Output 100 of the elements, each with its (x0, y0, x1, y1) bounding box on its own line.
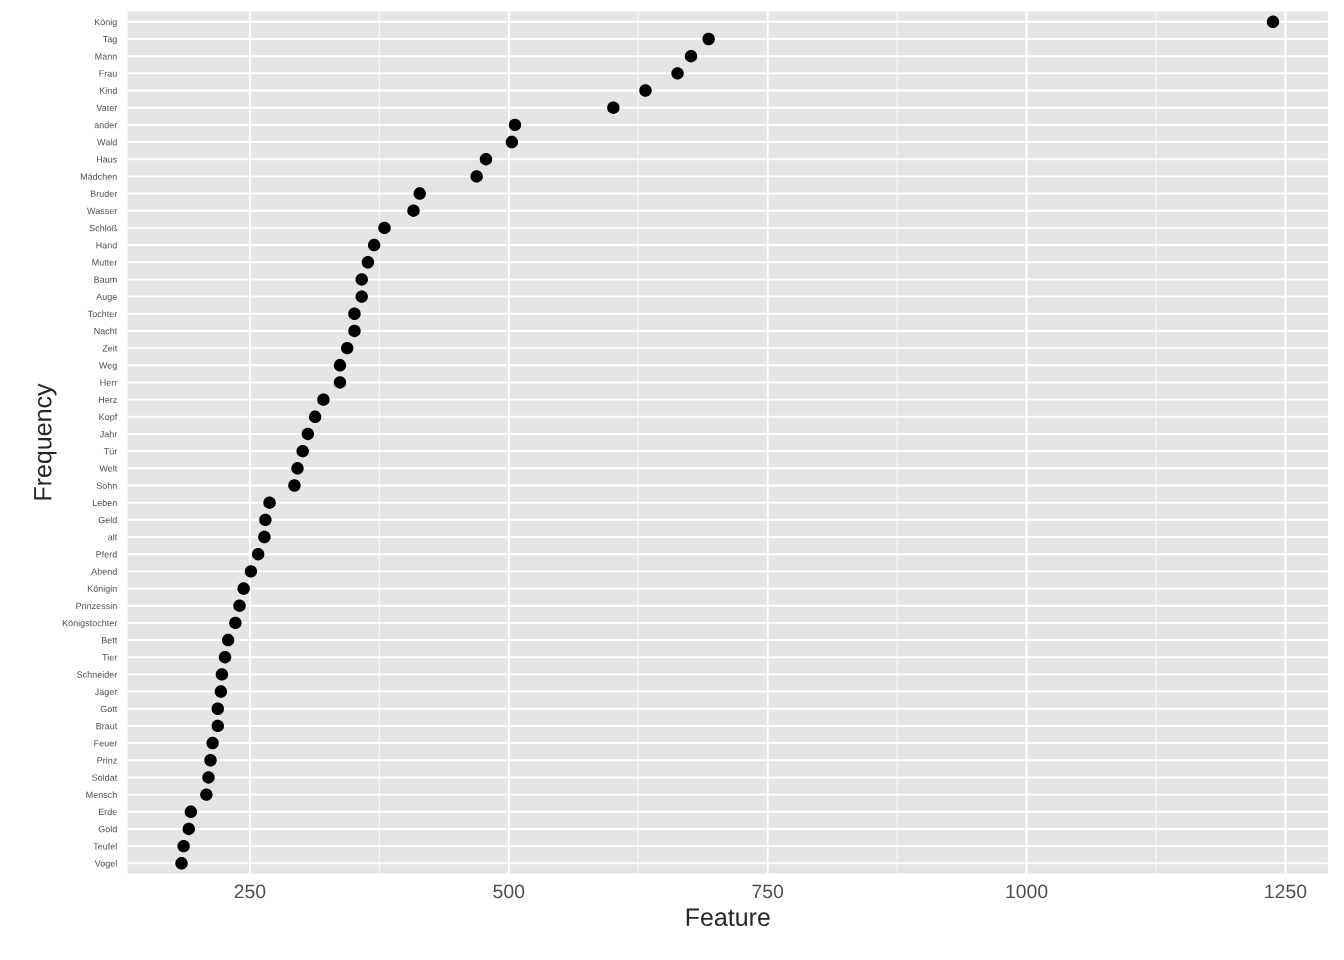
point (348, 307, 361, 320)
x-tick-label: 750 (752, 884, 784, 899)
y-tick-label: Tür (103, 448, 118, 455)
y-tick-label: Jahr (99, 430, 118, 438)
point (684, 49, 698, 63)
point (211, 719, 224, 733)
y-tick-label: Bett (101, 637, 118, 644)
y-tick-label: Schneider (77, 671, 118, 678)
point (288, 479, 301, 492)
point (508, 118, 522, 132)
y-tick-label: Auge (96, 293, 117, 302)
point (214, 685, 228, 698)
y-tick-label: Mann (95, 53, 117, 60)
y-tick-label: Tochter (87, 310, 118, 318)
y-tick-label: Herr (100, 379, 118, 386)
point (218, 651, 232, 664)
y-tick-label: Jäger (94, 688, 118, 697)
point (348, 324, 361, 338)
y-tick-label: Hand (96, 241, 117, 249)
y-tick-label: Soldat (92, 774, 118, 781)
y-tick-label: Tier (102, 653, 118, 661)
y-tick-label: König (94, 18, 117, 27)
y-tick-label: Feuer (94, 740, 118, 747)
x-axis-title: Feature (686, 908, 770, 927)
y-tick-label: Mutter (92, 259, 118, 266)
point (355, 290, 368, 303)
point (607, 101, 620, 114)
point (204, 754, 217, 767)
point (407, 204, 420, 217)
y-tick-label: Kind (99, 87, 117, 94)
point (702, 32, 715, 46)
y-tick-label: Gold (98, 825, 117, 833)
y-tick-label: Schloß (89, 224, 117, 232)
y-tick-label: Prinz (97, 756, 117, 764)
point (413, 187, 426, 200)
y-tick-label: Sohn (96, 482, 117, 489)
point (184, 805, 198, 818)
y-tick-label: Pferd (96, 550, 117, 558)
y-tick-label: Bruder (90, 190, 118, 197)
x-tick-label: 500 (493, 884, 525, 899)
y-tick-label: Vater (96, 104, 118, 112)
y-tick-label: Königin (87, 585, 117, 594)
point (671, 67, 684, 80)
point (177, 839, 190, 853)
y-axis-title: Frequency (34, 383, 57, 500)
point (291, 462, 304, 475)
y-tick-label: alt (108, 533, 118, 541)
y-tick-label: Prinzessin (76, 602, 117, 610)
point (355, 273, 368, 286)
y-tick-label: Haus (96, 156, 117, 163)
point (259, 513, 272, 527)
point (175, 857, 188, 870)
point (333, 376, 347, 389)
point (229, 616, 242, 630)
point (296, 444, 309, 458)
point (378, 221, 391, 235)
y-tick-label: Frau (99, 70, 117, 77)
y-tick-label: Wald (97, 138, 117, 146)
y-tick-label: Herz (98, 396, 117, 403)
point (258, 530, 271, 544)
y-tick-label: Braut (96, 722, 118, 730)
point (505, 135, 519, 149)
y-tick-label: ander (94, 121, 118, 129)
point (263, 496, 276, 509)
y-tick-label: Vogel (94, 860, 117, 869)
point (244, 565, 258, 578)
point (361, 256, 375, 269)
point (233, 599, 246, 612)
point (182, 822, 195, 836)
x-tick-label: 1000 (1006, 884, 1048, 899)
point (479, 153, 493, 166)
point (639, 84, 652, 97)
y-tick-label: Wasser (87, 207, 118, 215)
point (470, 170, 483, 183)
y-tick-label: Leben (92, 499, 117, 507)
point (308, 410, 322, 424)
y-tick-label: Kopf (99, 413, 118, 422)
point (1266, 15, 1280, 29)
point (211, 702, 224, 715)
y-tick-label: Teufel (93, 842, 117, 850)
y-tick-label: Weg (98, 362, 117, 371)
point (317, 393, 330, 406)
y-tick-label: Mädchen (80, 173, 117, 180)
point (206, 736, 219, 750)
y-tick-label: Geld (98, 516, 117, 524)
y-tick-label: Mensch (86, 791, 117, 798)
point (367, 238, 381, 252)
y-tick-label: Tag (102, 36, 117, 45)
y-tick-label: Baum (94, 276, 117, 283)
y-tick-label: Gott (100, 705, 118, 713)
y-tick-label: Zeit (102, 344, 118, 352)
y-tick-label: Erde (98, 808, 117, 816)
x-tick-label: 250 (234, 884, 266, 899)
point (200, 788, 213, 801)
point (341, 341, 354, 355)
y-tick-label: Abend (91, 568, 117, 575)
point (221, 633, 235, 647)
y-tick-label: Königstochter (62, 619, 118, 629)
x-tick-label: 1250 (1265, 884, 1307, 899)
point (333, 359, 347, 372)
